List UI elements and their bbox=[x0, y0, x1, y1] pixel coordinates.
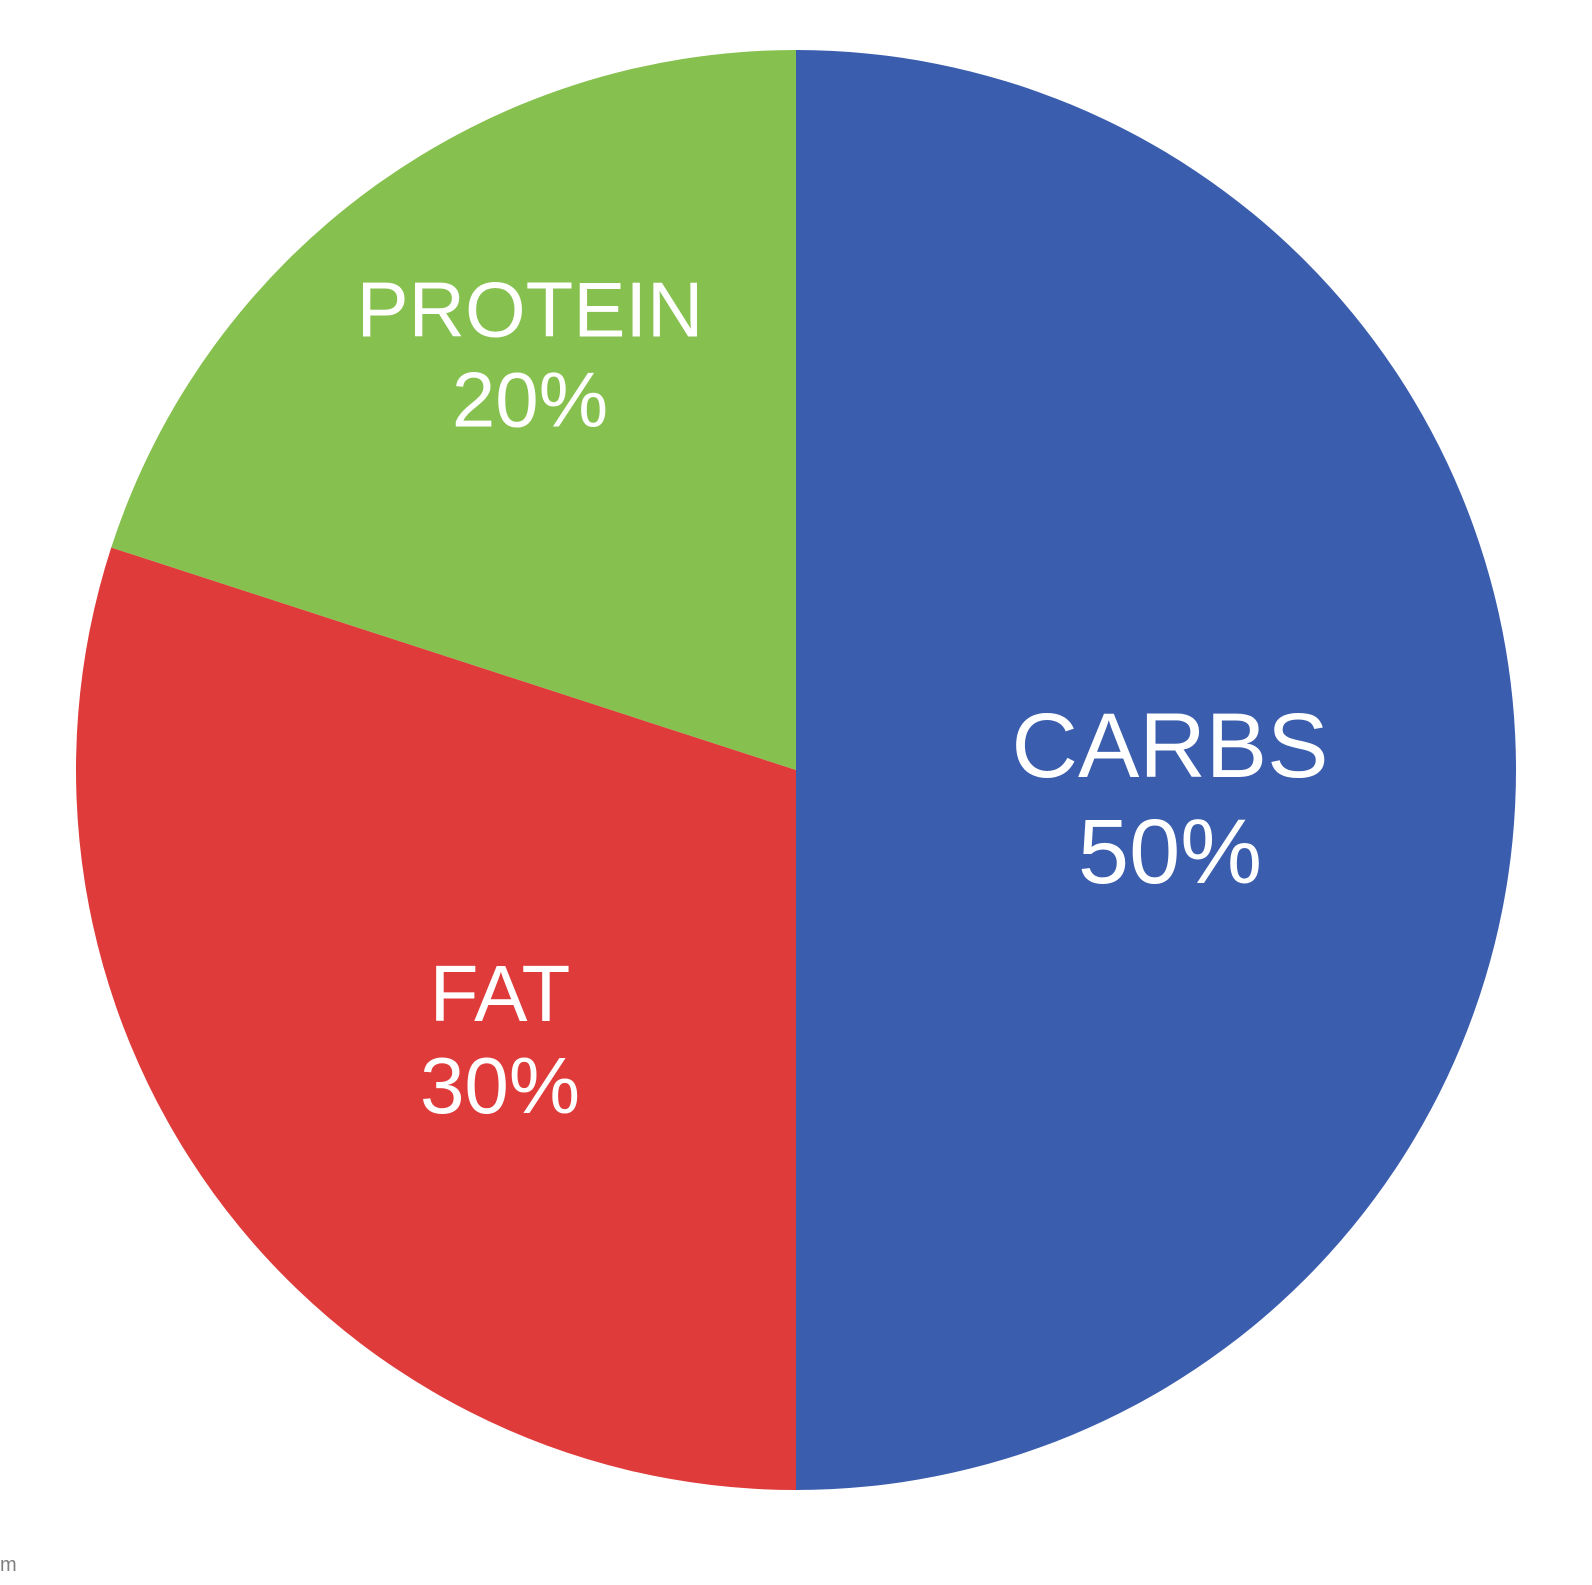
slice-pct: 30% bbox=[420, 1040, 580, 1132]
slice-pct: 50% bbox=[1012, 800, 1329, 906]
pie-chart bbox=[0, 0, 1592, 1585]
slice-label-protein: PROTEIN 20% bbox=[357, 265, 704, 444]
footer-fragment: m bbox=[0, 1554, 17, 1577]
pie-chart-container: CARBS 50% FAT 30% PROTEIN 20% m bbox=[0, 0, 1592, 1585]
slice-label-fat: FAT 30% bbox=[420, 948, 580, 1132]
slice-name: CARBS bbox=[1012, 694, 1329, 800]
slice-name: PROTEIN bbox=[357, 265, 704, 355]
slice-label-carbs: CARBS 50% bbox=[1012, 694, 1329, 906]
slice-pct: 20% bbox=[357, 355, 704, 445]
slice-name: FAT bbox=[420, 948, 580, 1040]
